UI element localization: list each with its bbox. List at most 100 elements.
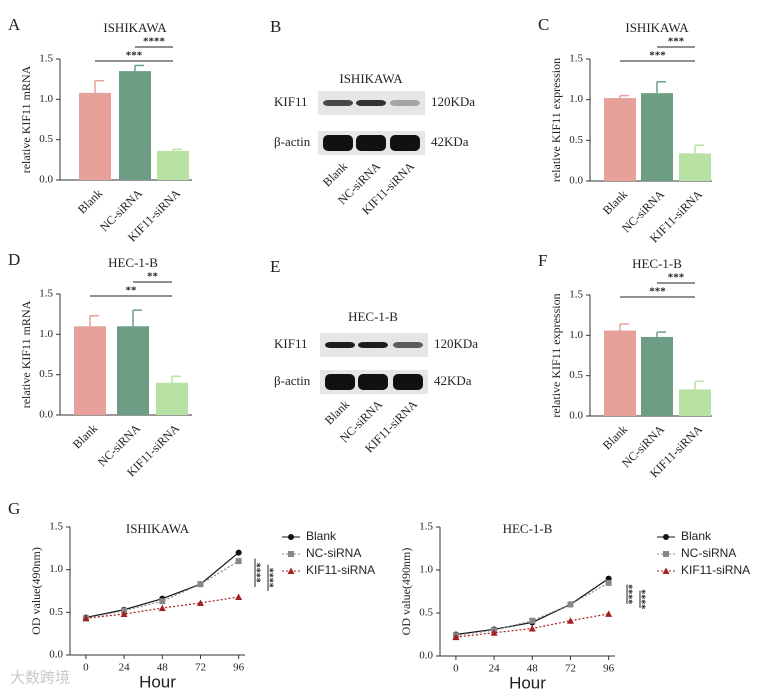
significance-label: **** — [627, 584, 638, 604]
blot-band — [393, 342, 423, 348]
significance-label: *** — [668, 272, 685, 284]
panel-letter: A — [8, 15, 21, 34]
legend-marker — [288, 551, 294, 557]
y-tick-label: 0.0 — [569, 175, 583, 187]
bar — [679, 389, 711, 416]
significance-label: **** — [640, 589, 651, 609]
y-axis-label: OD value(490nm) — [399, 548, 413, 636]
x-tick-label: 0 — [83, 662, 89, 674]
marker — [529, 617, 536, 624]
panel-letter: C — [538, 15, 549, 34]
legend-label: Blank — [306, 529, 337, 543]
series-line — [85, 560, 239, 619]
marker — [605, 579, 612, 586]
x-tick-label: 24 — [119, 662, 131, 674]
row-label: β-actin — [274, 134, 311, 149]
x-tick-label: 48 — [157, 662, 169, 674]
chart-title: HEC-1-B — [503, 521, 553, 536]
size-label: 42KDa — [434, 373, 472, 388]
marker — [197, 581, 204, 588]
x-tick-label: 48 — [527, 663, 539, 675]
marker — [196, 599, 204, 606]
marker — [567, 601, 574, 608]
y-tick-label: 1.5 — [569, 53, 583, 65]
blot-band — [325, 342, 355, 348]
y-tick-label: 1.0 — [39, 328, 53, 340]
x-tick-label: Blank — [600, 187, 630, 217]
marker — [159, 598, 166, 605]
legend-label: KIF11-siRNA — [306, 563, 375, 577]
y-tick-label: 1.5 — [39, 288, 53, 300]
blot-band — [323, 135, 353, 151]
blot-band — [390, 100, 420, 106]
x-tick-label: Blank — [75, 186, 105, 216]
watermark: 大数跨境 — [10, 669, 70, 687]
bar — [117, 326, 149, 415]
marker — [158, 604, 166, 612]
y-tick-label: 0.0 — [39, 174, 53, 186]
x-axis-label: Hour — [509, 673, 546, 692]
marker — [82, 614, 90, 622]
bar — [79, 92, 111, 180]
significance-label: *** — [649, 50, 666, 62]
bar — [119, 71, 151, 180]
blot-band — [358, 342, 388, 348]
blot-band — [358, 374, 388, 390]
panel-letter: D — [8, 250, 20, 269]
panel-letter: G — [8, 499, 20, 518]
y-tick-label: 0.5 — [39, 368, 53, 380]
y-tick-label: 1.0 — [49, 563, 63, 575]
y-axis-label: relative KIF11 expression — [549, 58, 563, 182]
x-tick-label: Blank — [70, 421, 100, 451]
bar — [74, 326, 106, 415]
significance-label: *** — [126, 50, 143, 62]
bar — [157, 150, 189, 180]
blot-band — [390, 135, 420, 151]
lane-label: Blank — [320, 159, 350, 189]
y-tick-label: 0.0 — [49, 649, 63, 661]
y-tick-label: 1.5 — [569, 289, 583, 301]
chart-title: HEC-1-B — [108, 255, 158, 270]
x-tick-label: 96 — [603, 663, 615, 675]
legend-label: NC-siRNA — [681, 546, 736, 560]
bar — [679, 153, 711, 181]
marker — [605, 610, 613, 617]
marker — [235, 593, 243, 600]
x-tick-label: 96 — [233, 662, 245, 674]
significance-label: **** — [143, 36, 166, 48]
x-tick-label: 0 — [453, 663, 459, 675]
row-label: KIF11 — [274, 94, 307, 109]
y-tick-label: 0.5 — [39, 133, 53, 145]
blot-band — [393, 374, 423, 390]
y-tick-label: 0.5 — [569, 134, 583, 146]
y-tick-label: 0.5 — [569, 369, 583, 381]
y-axis-label: OD value(490nm) — [29, 547, 43, 635]
significance-label: *** — [668, 36, 685, 48]
y-tick-label: 1.0 — [569, 93, 583, 105]
legend-marker — [663, 534, 669, 540]
x-axis-label: Hour — [139, 672, 176, 691]
y-tick-label: 1.0 — [39, 93, 53, 105]
y-tick-label: 0.0 — [419, 650, 433, 662]
row-label: β-actin — [274, 373, 311, 388]
legend-label: KIF11-siRNA — [681, 563, 750, 577]
y-axis-label: relative KIF11 mRNA — [19, 65, 33, 173]
y-tick-label: 0.0 — [39, 409, 53, 421]
marker — [120, 610, 128, 618]
y-axis-label: relative KIF11 mRNA — [19, 300, 33, 408]
significance-label: **** — [268, 568, 279, 588]
legend-marker — [663, 551, 669, 557]
significance-label: ** — [147, 271, 159, 283]
size-label: 120KDa — [431, 94, 475, 109]
marker — [235, 558, 242, 565]
panel-letter: E — [270, 257, 280, 276]
y-tick-label: 1.0 — [569, 329, 583, 341]
blot-band — [323, 100, 353, 106]
x-tick-label: 72 — [195, 662, 206, 674]
blot-title: HEC-1-B — [348, 309, 398, 324]
legend-marker — [288, 534, 294, 540]
legend-marker — [287, 567, 295, 574]
y-tick-label: 0.5 — [419, 607, 433, 619]
y-axis-label: relative KIF11 expression — [549, 293, 563, 417]
